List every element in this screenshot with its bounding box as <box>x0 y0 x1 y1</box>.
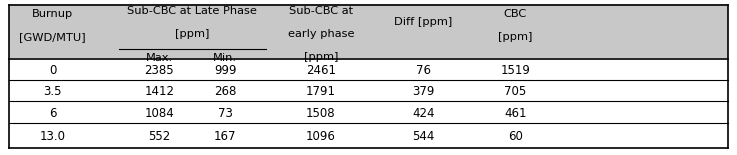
Text: Sub-CBC at: Sub-CBC at <box>289 6 353 16</box>
Text: 999: 999 <box>214 64 237 77</box>
Text: [ppm]: [ppm] <box>175 29 209 39</box>
Text: 268: 268 <box>214 85 237 98</box>
Text: [ppm]: [ppm] <box>498 32 533 42</box>
Text: 1519: 1519 <box>500 64 531 77</box>
Text: Min.: Min. <box>213 53 237 63</box>
Text: 0: 0 <box>49 64 57 77</box>
Text: [ppm]: [ppm] <box>304 52 338 62</box>
Text: 167: 167 <box>214 130 237 143</box>
Text: CBC: CBC <box>503 9 527 19</box>
Text: 2461: 2461 <box>306 64 336 77</box>
Text: early phase: early phase <box>287 29 354 39</box>
Text: 1084: 1084 <box>144 107 174 120</box>
Text: [GWD/MTU]: [GWD/MTU] <box>19 32 86 42</box>
Text: 76: 76 <box>416 64 431 77</box>
Bar <box>9 58 728 146</box>
Text: 3.5: 3.5 <box>43 85 62 98</box>
Text: 544: 544 <box>413 130 435 143</box>
Text: Max.: Max. <box>146 53 172 63</box>
Text: Sub-CBC at Late Phase: Sub-CBC at Late Phase <box>128 6 257 16</box>
Text: 461: 461 <box>504 107 527 120</box>
Text: 60: 60 <box>508 130 523 143</box>
Text: 1791: 1791 <box>306 85 336 98</box>
Text: 552: 552 <box>148 130 170 143</box>
Text: 13.0: 13.0 <box>40 130 66 143</box>
Text: Burnup: Burnup <box>32 9 74 19</box>
Text: 424: 424 <box>412 107 435 120</box>
Text: Diff [ppm]: Diff [ppm] <box>394 17 453 27</box>
Text: 705: 705 <box>504 85 526 98</box>
Bar <box>9 4 728 58</box>
Text: 6: 6 <box>49 107 57 120</box>
Text: 73: 73 <box>218 107 233 120</box>
Text: 1412: 1412 <box>144 85 174 98</box>
Text: 379: 379 <box>413 85 435 98</box>
Text: 2385: 2385 <box>144 64 174 77</box>
Text: 1508: 1508 <box>306 107 335 120</box>
Text: 1096: 1096 <box>306 130 336 143</box>
